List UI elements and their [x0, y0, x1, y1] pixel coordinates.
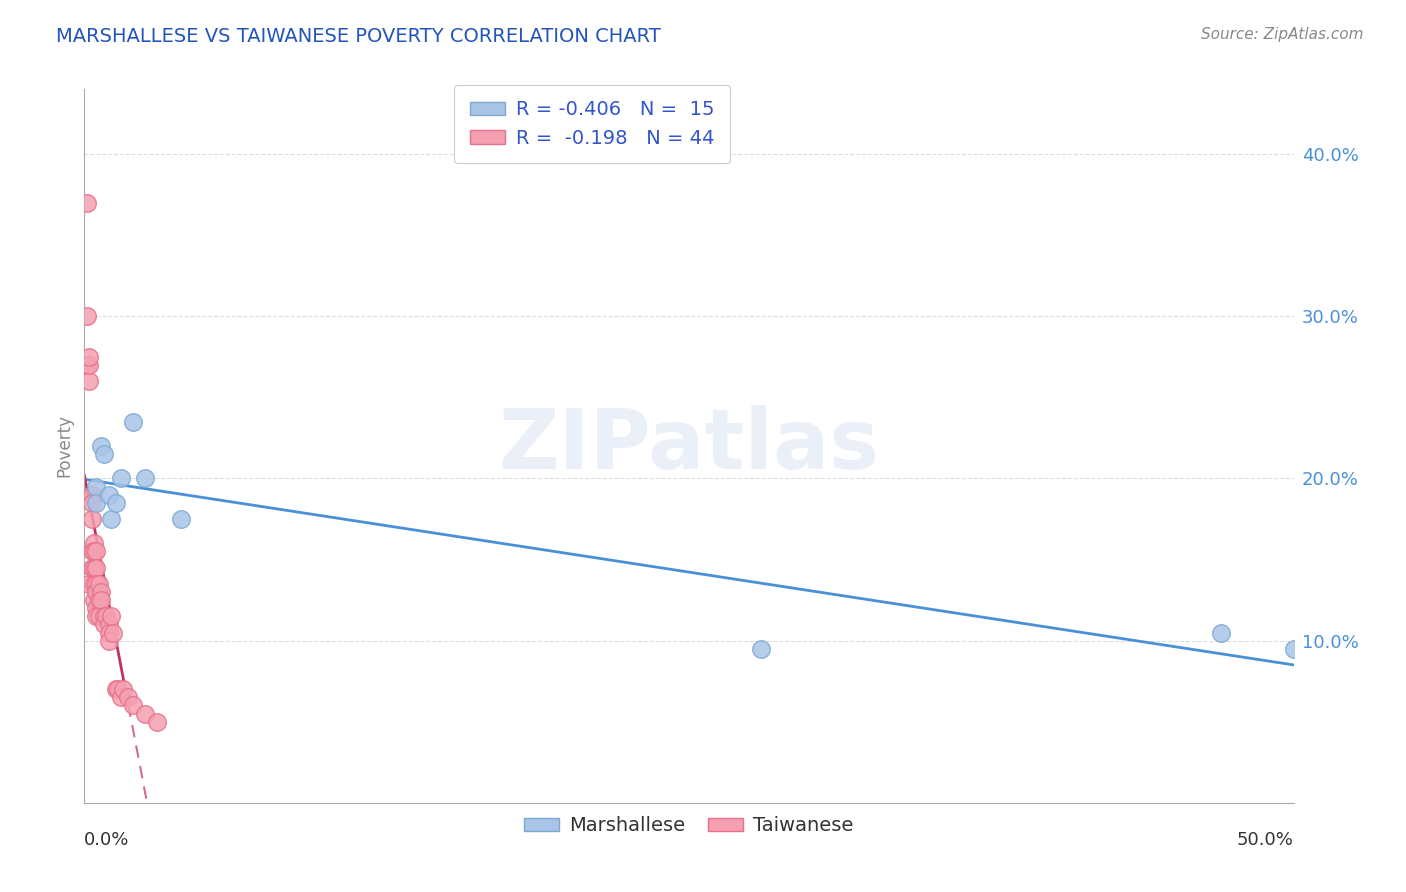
Point — [86, 609, 108, 624]
Point — [97, 617, 120, 632]
Point — [93, 609, 115, 624]
Point — [751, 641, 773, 656]
Point — [103, 625, 125, 640]
Point — [134, 706, 156, 721]
Y-axis label: Poverty: Poverty — [55, 415, 73, 477]
Point — [1209, 625, 1232, 640]
Point — [110, 690, 132, 705]
Point — [83, 593, 105, 607]
Point — [100, 609, 122, 624]
Point — [104, 682, 127, 697]
Point — [170, 512, 193, 526]
Point — [77, 577, 100, 591]
Point — [76, 195, 98, 210]
Point — [112, 682, 135, 697]
Text: MARSHALLESE VS TAIWANESE POVERTY CORRELATION CHART: MARSHALLESE VS TAIWANESE POVERTY CORRELA… — [56, 27, 661, 45]
Point — [86, 560, 108, 574]
Point — [117, 690, 139, 705]
Point — [76, 310, 98, 324]
Point — [134, 471, 156, 485]
Point — [97, 633, 120, 648]
Text: 50.0%: 50.0% — [1237, 831, 1294, 849]
Point — [87, 609, 110, 624]
Point — [83, 577, 105, 591]
Point — [93, 447, 115, 461]
Point — [121, 698, 143, 713]
Point — [87, 593, 110, 607]
Point — [80, 512, 103, 526]
Point — [80, 488, 103, 502]
Text: Source: ZipAtlas.com: Source: ZipAtlas.com — [1201, 27, 1364, 42]
Point — [86, 601, 108, 615]
Point — [83, 560, 105, 574]
Point — [80, 560, 103, 574]
Point — [146, 714, 169, 729]
Point — [83, 544, 105, 558]
Point — [107, 682, 129, 697]
Point — [110, 471, 132, 485]
Point — [87, 577, 110, 591]
Point — [94, 609, 117, 624]
Point — [97, 625, 120, 640]
Point — [90, 585, 112, 599]
Point — [76, 358, 98, 372]
Point — [80, 496, 103, 510]
Point — [77, 374, 100, 388]
Point — [80, 544, 103, 558]
Point — [93, 617, 115, 632]
Point — [97, 488, 120, 502]
Point — [86, 496, 108, 510]
Point — [86, 544, 108, 558]
Point — [77, 350, 100, 364]
Text: ZIPatlas: ZIPatlas — [499, 406, 879, 486]
Point — [90, 439, 112, 453]
Point — [77, 358, 100, 372]
Point — [90, 593, 112, 607]
Point — [86, 577, 108, 591]
Point — [86, 479, 108, 493]
Point — [83, 536, 105, 550]
Point — [86, 585, 108, 599]
Point — [104, 496, 127, 510]
Point — [121, 415, 143, 429]
Legend: Marshallese, Taiwanese: Marshallese, Taiwanese — [516, 808, 862, 843]
Point — [1282, 641, 1305, 656]
Text: 0.0%: 0.0% — [84, 831, 129, 849]
Point — [100, 512, 122, 526]
